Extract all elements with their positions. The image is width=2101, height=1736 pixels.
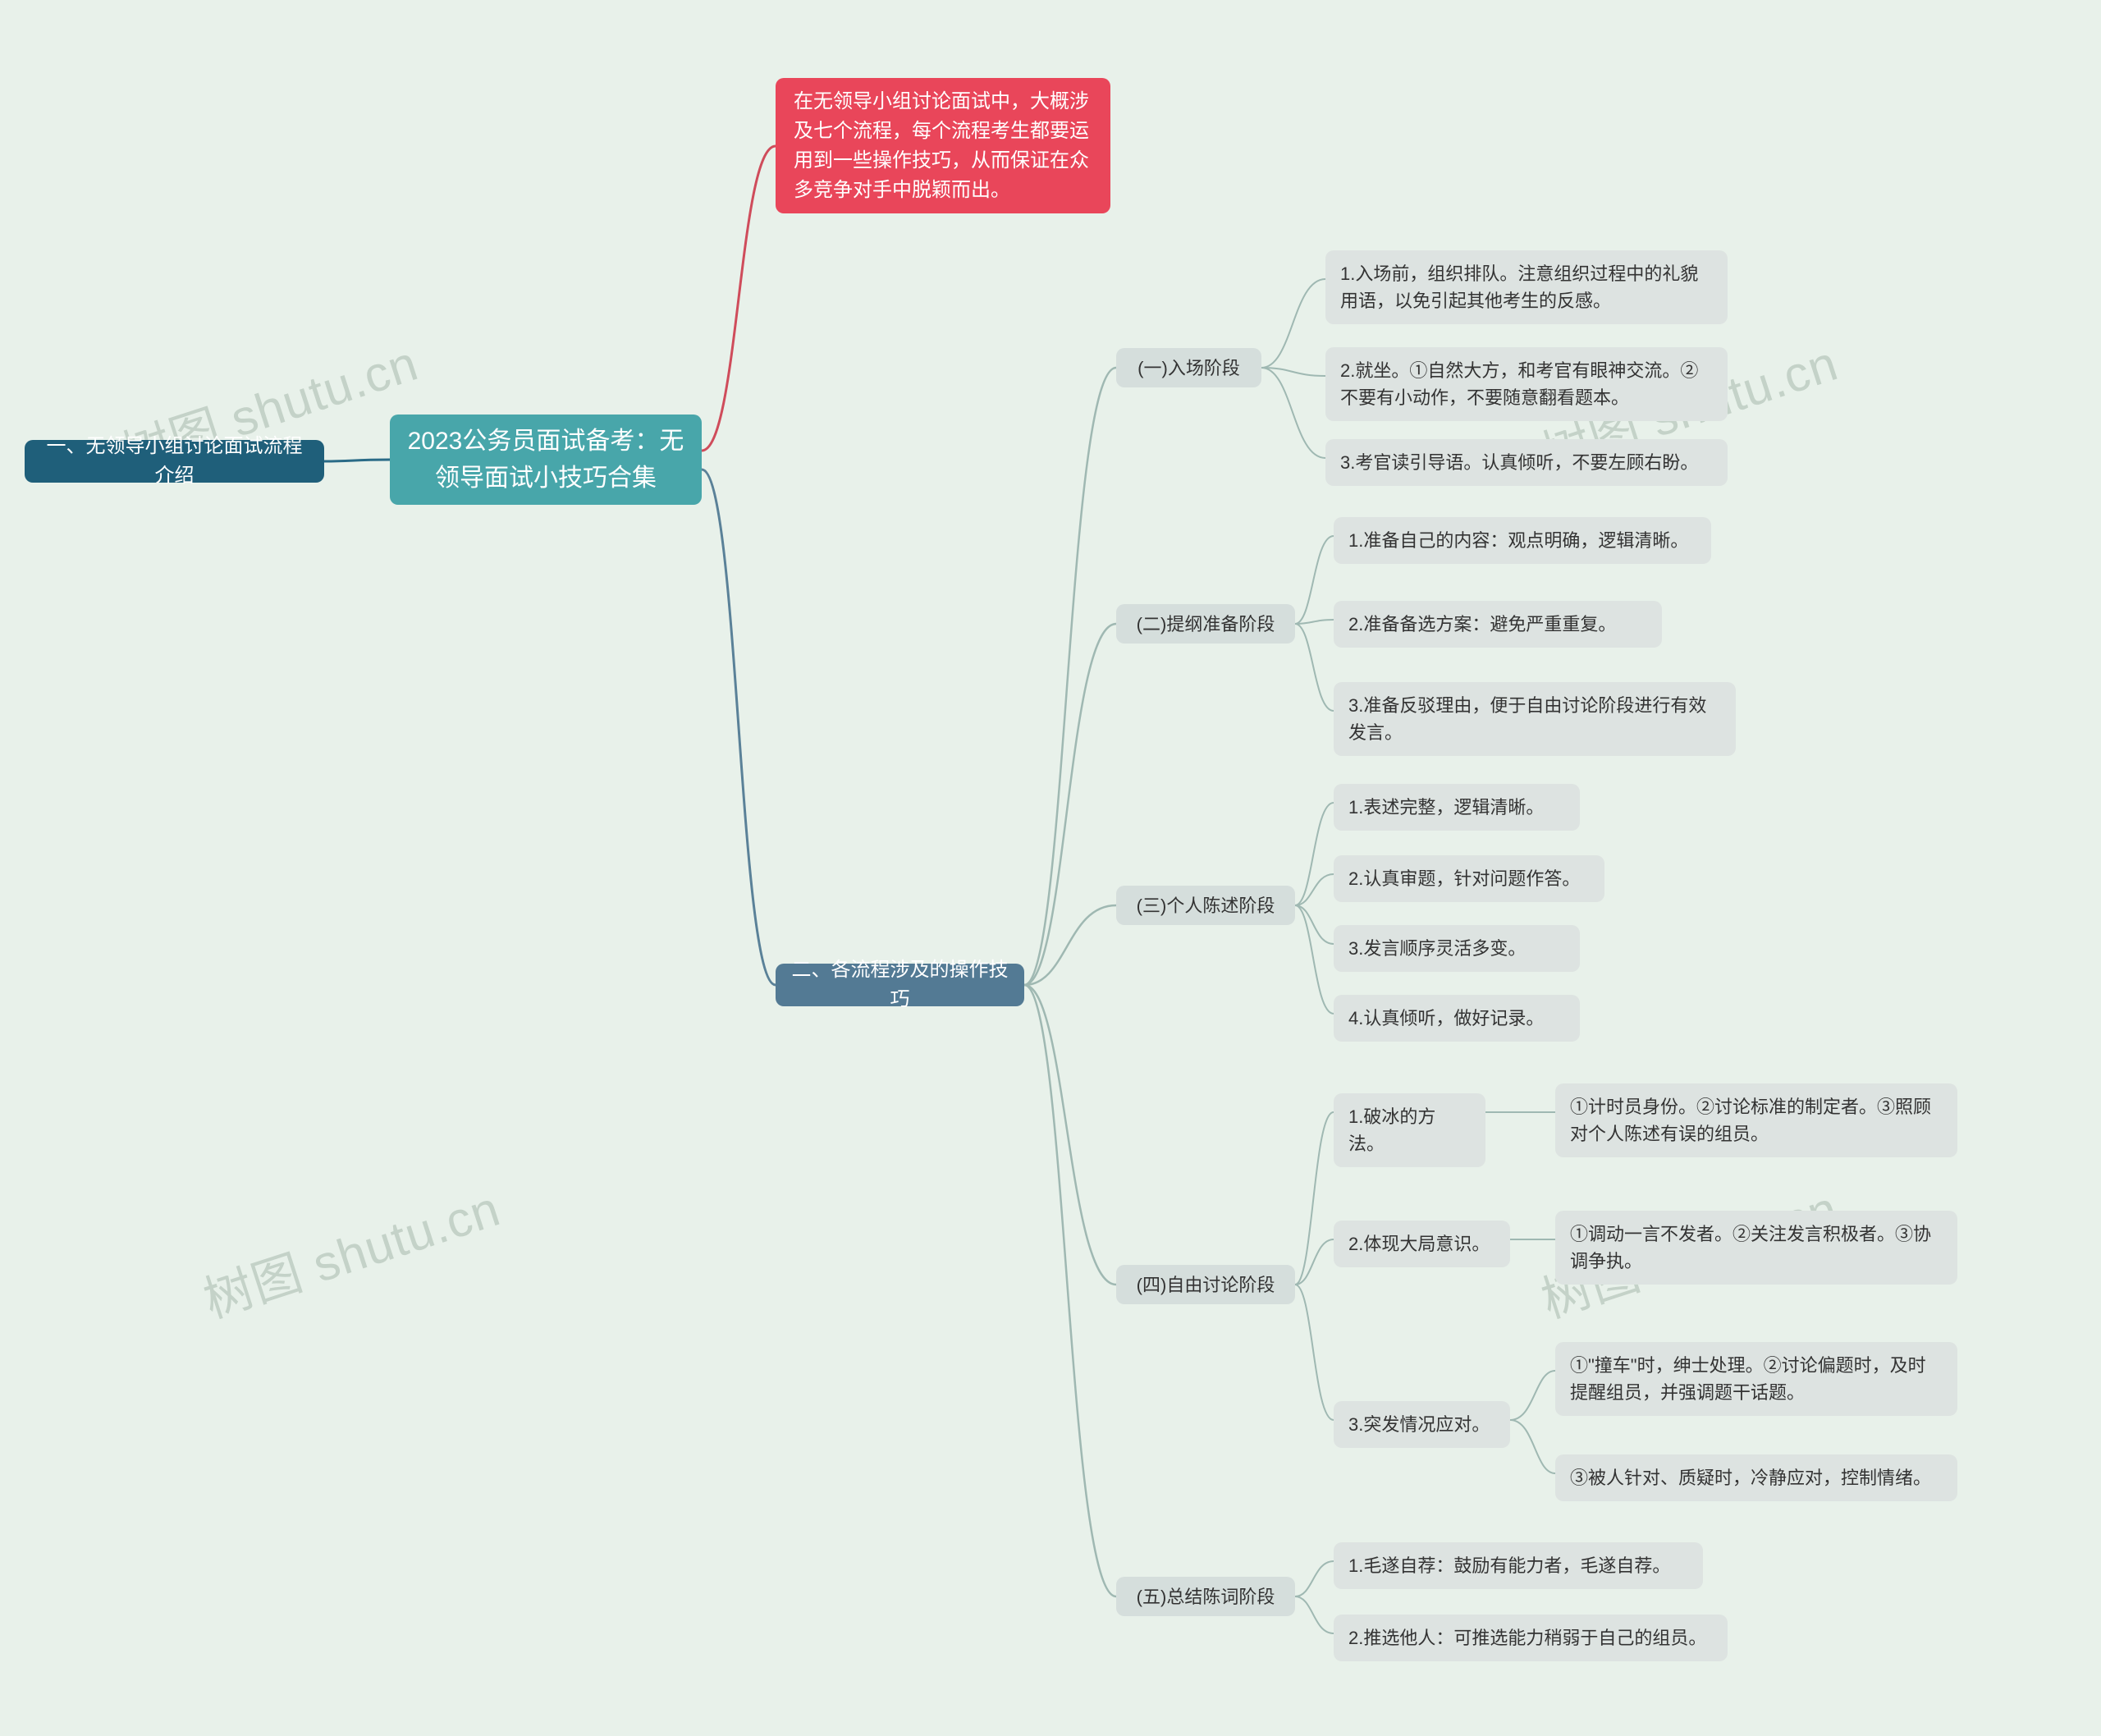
- leaf-text: ①调动一言不发者。②关注发言积极者。③协调争执。: [1570, 1221, 1943, 1275]
- phase-3-item-3: 3.发言顺序灵活多变。: [1334, 925, 1580, 972]
- leaf-text: 1.破冰的方法。: [1348, 1103, 1471, 1157]
- phase-4-label: (四)自由讨论阶段: [1137, 1271, 1275, 1299]
- phase-2-item-2: 2.准备备选方案：避免严重重复。: [1334, 601, 1662, 648]
- leaf-text: 3.考官读引导语。认真倾听，不要左顾右盼。: [1340, 449, 1698, 476]
- phase-4-sub-3: 3.突发情况应对。: [1334, 1401, 1510, 1448]
- watermark: 树图 shutu.cn: [194, 1169, 508, 1331]
- phase-1[interactable]: (一)入场阶段: [1116, 348, 1261, 387]
- phase-3-item-4: 4.认真倾听，做好记录。: [1334, 995, 1580, 1042]
- section-2-node[interactable]: 二、各流程涉及的操作技巧: [776, 964, 1024, 1006]
- leaf-text: 2.准备备选方案：避免严重重复。: [1348, 611, 1616, 638]
- phase-5-label: (五)总结陈词阶段: [1137, 1583, 1275, 1610]
- phase-2-label: (二)提纲准备阶段: [1137, 611, 1275, 638]
- phase-5-item-1: 1.毛遂自荐：鼓励有能力者，毛遂自荐。: [1334, 1542, 1703, 1589]
- phase-4-sub-1: 1.破冰的方法。: [1334, 1093, 1485, 1167]
- leaf-text: 2.体现大局意识。: [1348, 1230, 1490, 1257]
- leaf-text: 2.就坐。①自然大方，和考官有眼神交流。②不要有小动作，不要随意翻看题本。: [1340, 357, 1713, 411]
- leaf-text: 1.准备自己的内容：观点明确，逻辑清晰。: [1348, 527, 1688, 554]
- intro-text: 在无领导小组讨论面试中，大概涉及七个流程，每个流程考生都要运用到一些操作技巧，从…: [794, 87, 1092, 205]
- phase-4-sub-1-sub: ①计时员身份。②讨论标准的制定者。③照顾对个人陈述有误的组员。: [1555, 1083, 1957, 1157]
- leaf-text: ③被人针对、质疑时，冷静应对，控制情绪。: [1570, 1464, 1931, 1491]
- section-1-label: 一、无领导小组讨论面试流程介绍: [39, 432, 309, 491]
- phase-1-item-2: 2.就坐。①自然大方，和考官有眼神交流。②不要有小动作，不要随意翻看题本。: [1325, 347, 1728, 421]
- leaf-text: 2.推选他人：可推选能力稍弱于自己的组员。: [1348, 1624, 1706, 1651]
- leaf-text: 1.毛遂自荐：鼓励有能力者，毛遂自荐。: [1348, 1552, 1670, 1579]
- phase-1-label: (一)入场阶段: [1137, 355, 1240, 382]
- intro-note: 在无领导小组讨论面试中，大概涉及七个流程，每个流程考生都要运用到一些操作技巧，从…: [776, 78, 1110, 213]
- leaf-text: ①计时员身份。②讨论标准的制定者。③照顾对个人陈述有误的组员。: [1570, 1093, 1943, 1147]
- section-1-node[interactable]: 一、无领导小组讨论面试流程介绍: [25, 440, 324, 483]
- phase-1-item-3: 3.考官读引导语。认真倾听，不要左顾右盼。: [1325, 439, 1728, 486]
- root-label: 2023公务员面试备考：无领导面试小技巧合集: [405, 423, 687, 497]
- leaf-text: 3.发言顺序灵活多变。: [1348, 935, 1526, 962]
- leaf-text: 2.认真审题，针对问题作答。: [1348, 865, 1580, 892]
- leaf-text: 1.入场前，组织排队。注意组织过程中的礼貌用语，以免引起其他考生的反感。: [1340, 260, 1713, 314]
- leaf-text: 3.准备反驳理由，便于自由讨论阶段进行有效发言。: [1348, 692, 1721, 746]
- leaf-text: ①"撞车"时，绅士处理。②讨论偏题时，及时提醒组员，并强调题干话题。: [1570, 1352, 1943, 1406]
- phase-2-item-1: 1.准备自己的内容：观点明确，逻辑清晰。: [1334, 517, 1711, 564]
- leaf-text: 3.突发情况应对。: [1348, 1411, 1490, 1438]
- phase-4-sub-3-sub-1: ①"撞车"时，绅士处理。②讨论偏题时，及时提醒组员，并强调题干话题。: [1555, 1342, 1957, 1416]
- leaf-text: 4.认真倾听，做好记录。: [1348, 1005, 1544, 1032]
- phase-3-item-2: 2.认真审题，针对问题作答。: [1334, 855, 1604, 902]
- leaf-text: 1.表述完整，逻辑清晰。: [1348, 794, 1544, 821]
- phase-5-item-2: 2.推选他人：可推选能力稍弱于自己的组员。: [1334, 1615, 1728, 1661]
- phase-5[interactable]: (五)总结陈词阶段: [1116, 1577, 1295, 1616]
- phase-3-item-1: 1.表述完整，逻辑清晰。: [1334, 784, 1580, 831]
- phase-4-sub-2: 2.体现大局意识。: [1334, 1221, 1510, 1267]
- phase-1-item-1: 1.入场前，组织排队。注意组织过程中的礼貌用语，以免引起其他考生的反感。: [1325, 250, 1728, 324]
- phase-2-item-3: 3.准备反驳理由，便于自由讨论阶段进行有效发言。: [1334, 682, 1736, 756]
- phase-3[interactable]: (三)个人陈述阶段: [1116, 886, 1295, 925]
- phase-4-sub-2-sub: ①调动一言不发者。②关注发言积极者。③协调争执。: [1555, 1211, 1957, 1285]
- phase-3-label: (三)个人陈述阶段: [1137, 892, 1275, 919]
- section-2-label: 二、各流程涉及的操作技巧: [790, 955, 1009, 1015]
- root-node[interactable]: 2023公务员面试备考：无领导面试小技巧合集: [390, 415, 702, 505]
- phase-4-sub-3-sub-2: ③被人针对、质疑时，冷静应对，控制情绪。: [1555, 1454, 1957, 1501]
- phase-2[interactable]: (二)提纲准备阶段: [1116, 604, 1295, 644]
- phase-4[interactable]: (四)自由讨论阶段: [1116, 1265, 1295, 1304]
